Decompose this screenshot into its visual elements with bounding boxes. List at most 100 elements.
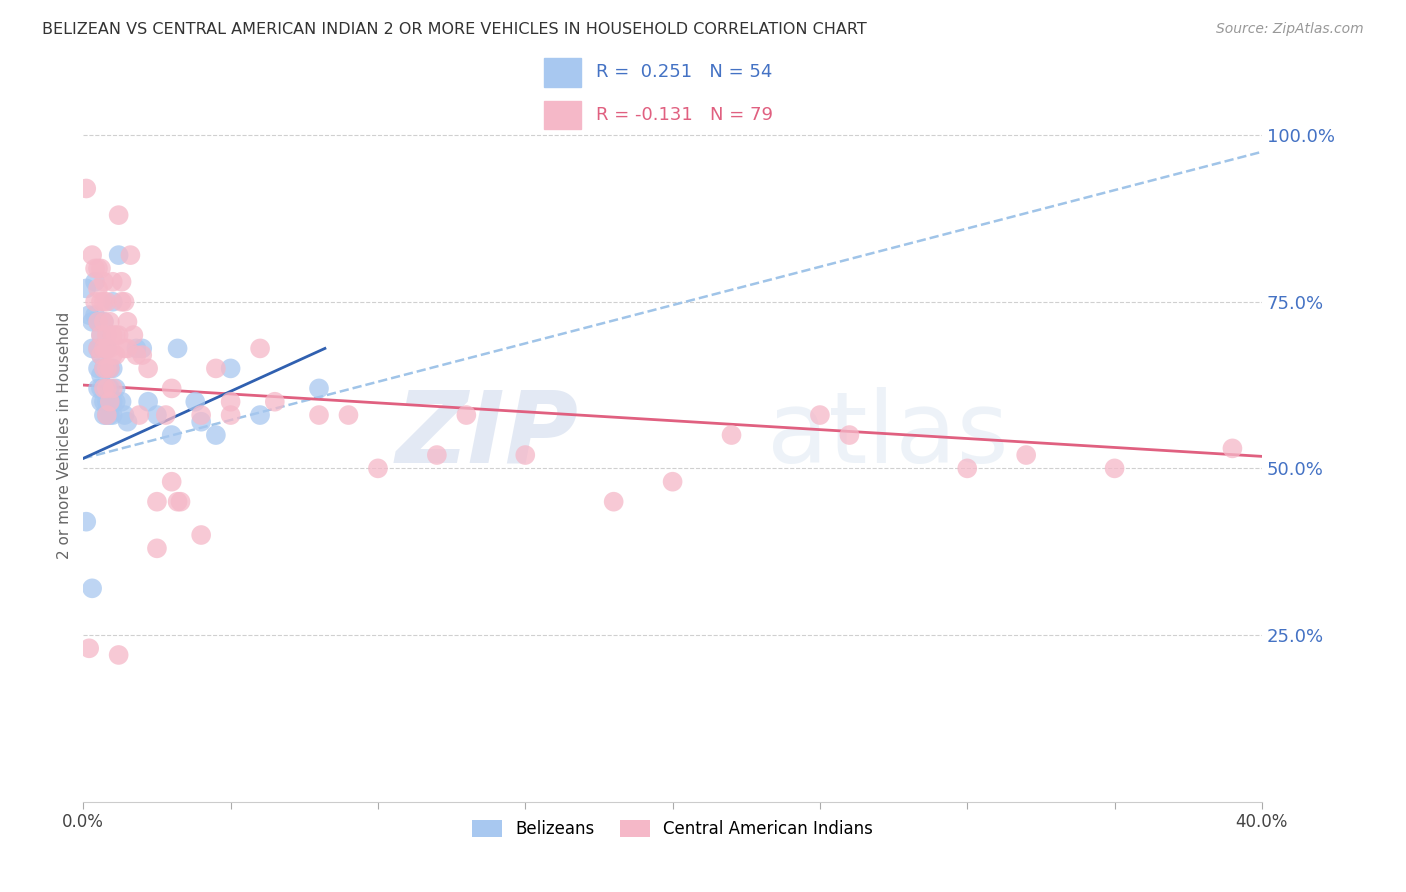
Point xyxy=(104,348,127,362)
Point xyxy=(90,348,112,362)
Point xyxy=(160,475,183,489)
Point xyxy=(101,361,124,376)
Point xyxy=(101,408,124,422)
Point xyxy=(75,515,97,529)
Point xyxy=(104,381,127,395)
Point xyxy=(107,248,129,262)
Point xyxy=(190,415,212,429)
Point xyxy=(101,328,124,343)
Point xyxy=(107,648,129,662)
Point xyxy=(602,494,624,508)
Point xyxy=(117,342,139,356)
Point xyxy=(93,361,115,376)
Point xyxy=(155,408,177,422)
Point xyxy=(122,328,145,343)
Point xyxy=(184,394,207,409)
Point xyxy=(87,361,110,376)
Point xyxy=(263,394,285,409)
Point xyxy=(77,308,100,322)
Point xyxy=(166,494,188,508)
Point xyxy=(205,428,228,442)
Point xyxy=(98,342,121,356)
Point xyxy=(146,408,169,422)
Point xyxy=(87,342,110,356)
Point xyxy=(90,348,112,362)
Text: ZIP: ZIP xyxy=(395,386,578,483)
Point xyxy=(1222,442,1244,456)
Point xyxy=(308,381,330,395)
Y-axis label: 2 or more Vehicles in Household: 2 or more Vehicles in Household xyxy=(58,311,72,558)
Text: Source: ZipAtlas.com: Source: ZipAtlas.com xyxy=(1216,22,1364,37)
Point xyxy=(93,394,115,409)
Point xyxy=(101,348,124,362)
Point xyxy=(84,261,107,276)
Bar xyxy=(544,58,581,87)
Point xyxy=(87,281,110,295)
Point xyxy=(87,342,110,356)
Point xyxy=(107,208,129,222)
Point xyxy=(166,342,188,356)
Point xyxy=(146,541,169,556)
Text: R =  0.251   N = 54: R = 0.251 N = 54 xyxy=(596,63,772,81)
Point xyxy=(426,448,449,462)
Point xyxy=(131,342,153,356)
Point xyxy=(90,261,112,276)
Point xyxy=(956,461,979,475)
Point xyxy=(515,448,537,462)
Point xyxy=(101,394,124,409)
Point xyxy=(96,381,118,395)
Point xyxy=(249,408,271,422)
Point xyxy=(93,315,115,329)
Point xyxy=(98,394,121,409)
Point xyxy=(661,475,683,489)
Point xyxy=(96,342,118,356)
Point xyxy=(82,582,104,596)
Point xyxy=(117,415,139,429)
Point xyxy=(90,368,112,382)
Point xyxy=(337,408,360,422)
Point xyxy=(96,381,118,395)
Point xyxy=(104,394,127,409)
Point xyxy=(131,348,153,362)
Point xyxy=(101,275,124,289)
Point xyxy=(120,248,142,262)
Point xyxy=(107,328,129,343)
Point xyxy=(190,528,212,542)
Point xyxy=(82,315,104,329)
Point xyxy=(90,328,112,343)
Point xyxy=(104,328,127,343)
Bar xyxy=(544,101,581,129)
Point xyxy=(249,342,271,356)
Point xyxy=(90,294,112,309)
Point xyxy=(125,348,148,362)
Point xyxy=(128,408,150,422)
Point xyxy=(96,361,118,376)
Point xyxy=(101,294,124,309)
Point xyxy=(219,394,242,409)
Point xyxy=(96,408,118,422)
Point xyxy=(125,342,148,356)
Point xyxy=(160,381,183,395)
Point xyxy=(1015,448,1038,462)
Point xyxy=(90,328,112,343)
Point xyxy=(720,428,742,442)
Point xyxy=(96,342,118,356)
Point xyxy=(219,408,242,422)
Point xyxy=(82,342,104,356)
Point xyxy=(96,361,118,376)
Point xyxy=(96,294,118,309)
Point xyxy=(838,428,860,442)
Point xyxy=(96,328,118,343)
Point xyxy=(90,381,112,395)
Point xyxy=(367,461,389,475)
Point xyxy=(77,641,100,656)
Legend: Belizeans, Central American Indians: Belizeans, Central American Indians xyxy=(465,813,880,845)
Point xyxy=(87,381,110,395)
Point xyxy=(114,408,136,422)
Point xyxy=(808,408,831,422)
Point xyxy=(96,394,118,409)
Point xyxy=(98,394,121,409)
Point xyxy=(136,394,159,409)
Point xyxy=(117,315,139,329)
Point xyxy=(114,342,136,356)
